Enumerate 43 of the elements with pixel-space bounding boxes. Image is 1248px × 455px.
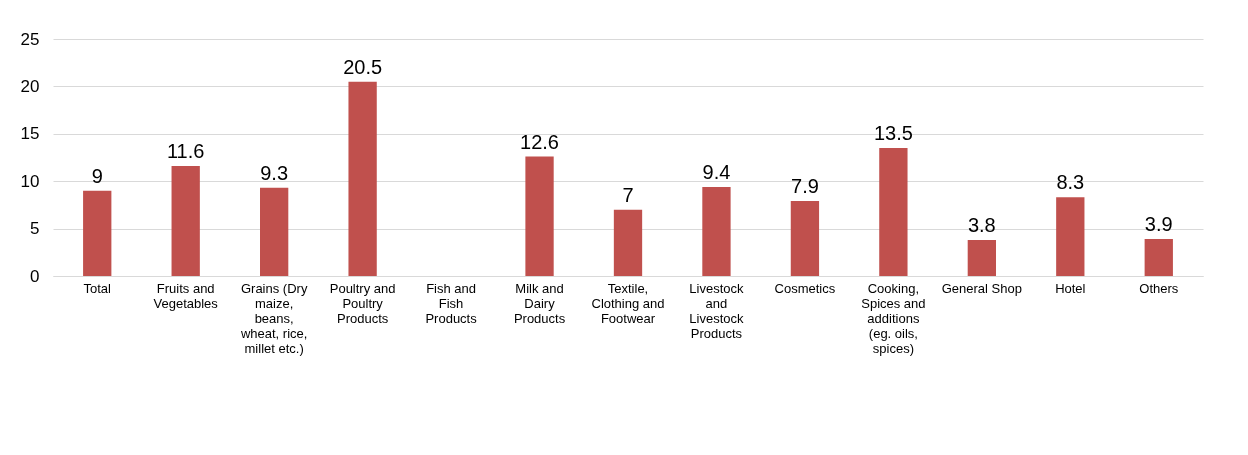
- y-tick-label: 20: [20, 76, 40, 96]
- data-label: 9: [91, 164, 103, 187]
- data-label: 8.3: [1056, 171, 1085, 194]
- bar: [83, 190, 112, 276]
- y-tick-label: 5: [30, 219, 40, 239]
- x-tick-label: Cooking, Spices and additions (eg. oils, spices): [861, 280, 926, 356]
- x-tick-label: Livestock and Livestock Products: [689, 280, 745, 341]
- bar: [1144, 239, 1173, 276]
- x-tick-label: Fruits and Vegetables: [153, 280, 219, 311]
- x-tick-label: Milk and Dairy Products: [513, 280, 566, 326]
- data-label: 9.3: [260, 161, 289, 184]
- y-tick-label: 25: [20, 29, 40, 49]
- x-tick-label: Poultry and Poultry Products: [329, 280, 396, 326]
- data-label: 7.9: [791, 175, 819, 198]
- bar: [967, 239, 996, 276]
- bar: [702, 186, 731, 276]
- bar: [348, 81, 377, 276]
- x-tick-label: Fish and Fish Products: [425, 280, 478, 326]
- x-tick-label: Grains (Dry maize, beans, wheat, rice, millet etc.): [239, 280, 308, 356]
- data-label: 3.8: [967, 213, 996, 236]
- y-tick-label: 15: [20, 124, 40, 144]
- x-tick-label: General Shop: [941, 280, 1022, 296]
- x-tick-label: Total: [83, 280, 112, 296]
- data-label: 9.4: [702, 160, 731, 183]
- data-label: 7: [622, 183, 634, 206]
- data-label: 3.9: [1144, 213, 1173, 236]
- x-tick-label: Cosmetics: [774, 280, 836, 296]
- bar: [613, 209, 643, 276]
- y-tick-label: 10: [20, 171, 40, 191]
- bar: [525, 156, 554, 276]
- bar: [260, 187, 289, 276]
- bar: [171, 166, 200, 276]
- bar: [1056, 197, 1085, 276]
- x-tick-label: Textile, Clothing and Footwear: [591, 280, 665, 326]
- data-label: 20.5: [343, 55, 383, 78]
- x-tick-label: Hotel: [1055, 280, 1086, 296]
- data-label: 12.6: [520, 130, 560, 153]
- y-tick-label: 0: [30, 266, 40, 286]
- bar: [879, 148, 908, 276]
- bar: [790, 201, 820, 276]
- x-tick-label: Others: [1139, 280, 1179, 296]
- data-label: 13.5: [873, 122, 913, 145]
- data-label: 11.6: [166, 140, 205, 163]
